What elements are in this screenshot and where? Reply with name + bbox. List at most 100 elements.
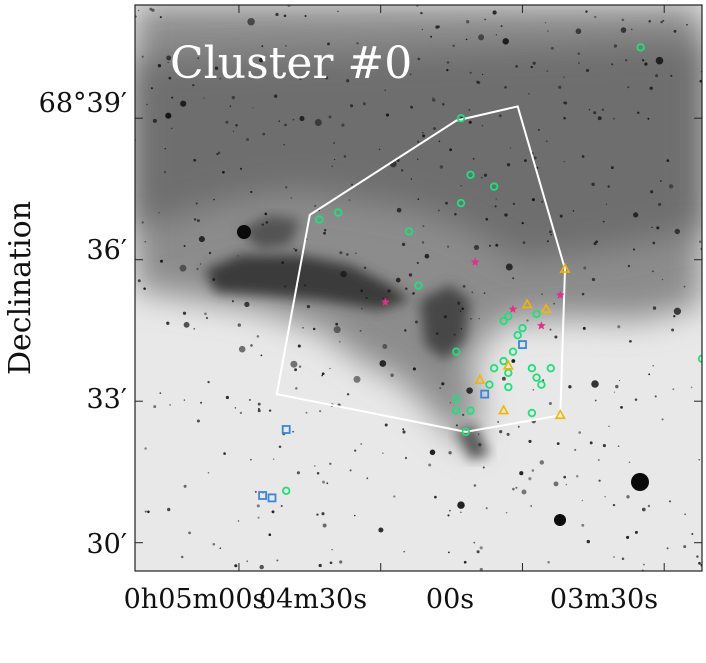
background-star [345, 252, 349, 257]
background-star [321, 512, 325, 516]
background-star [670, 74, 673, 78]
cluster-hull [275, 105, 567, 433]
background-star [353, 375, 361, 383]
background-star [620, 406, 623, 409]
background-star [278, 445, 282, 448]
background-star [581, 292, 585, 296]
background-star [632, 248, 636, 251]
member-star [537, 321, 546, 330]
background-star [235, 124, 238, 127]
background-star [588, 109, 591, 111]
background-star [294, 368, 298, 372]
background-star [613, 117, 615, 120]
bright-star [554, 514, 566, 526]
background-star [326, 482, 329, 485]
background-star [328, 115, 332, 119]
background-star [504, 213, 508, 217]
background-star [485, 217, 489, 221]
background-star [666, 547, 669, 550]
background-star [340, 270, 347, 278]
background-star [198, 236, 205, 243]
background-star [208, 251, 212, 255]
background-star [403, 550, 406, 553]
background-star [546, 70, 549, 73]
background-star [339, 251, 343, 255]
background-star [349, 469, 352, 472]
background-star [401, 242, 406, 247]
background-star [461, 307, 464, 311]
background-star [617, 445, 620, 448]
background-star [382, 344, 388, 349]
background-star [292, 430, 294, 433]
background-star [284, 123, 287, 127]
background-star [497, 421, 499, 423]
background-star [294, 248, 298, 252]
background-star [542, 379, 545, 381]
background-star [171, 96, 174, 99]
background-star [217, 151, 221, 155]
background-star [265, 221, 269, 224]
member-circle [282, 486, 291, 495]
background-star [355, 252, 357, 254]
background-star [505, 511, 508, 514]
background-star [495, 198, 497, 200]
background-star [239, 167, 243, 170]
background-star [424, 253, 430, 259]
background-star [615, 384, 619, 389]
background-star [691, 532, 694, 536]
background-star [402, 430, 406, 434]
background-star [613, 391, 616, 393]
member-triangle [474, 373, 486, 384]
background-star [239, 411, 243, 415]
background-star [404, 456, 408, 460]
axis-ticks [135, 5, 702, 571]
background-star [323, 231, 326, 235]
background-star [146, 103, 148, 106]
background-star [179, 264, 187, 272]
background-star [410, 105, 414, 109]
background-star [634, 398, 638, 401]
background-star [408, 273, 413, 277]
background-star [506, 163, 511, 167]
background-star [159, 392, 162, 394]
background-star [656, 226, 660, 230]
background-star [637, 111, 640, 114]
background-star [261, 45, 264, 47]
background-star [449, 509, 451, 512]
member-triangle [540, 303, 552, 314]
background-star [325, 76, 329, 80]
background-star [532, 61, 536, 65]
background-star [295, 387, 298, 390]
member-circle [527, 364, 537, 373]
member-star [555, 290, 565, 299]
background-star [382, 297, 384, 300]
background-star [409, 73, 412, 76]
background-star [209, 74, 213, 77]
background-star [299, 116, 305, 122]
background-star [453, 333, 456, 336]
background-star [577, 52, 581, 55]
background-star [363, 266, 367, 269]
background-star [642, 59, 645, 62]
background-star [594, 399, 597, 402]
background-star [337, 10, 339, 13]
background-star [539, 460, 545, 465]
background-star [152, 118, 157, 123]
background-star [593, 242, 597, 246]
background-star [339, 340, 341, 343]
background-star [597, 116, 602, 121]
background-star [351, 183, 353, 186]
background-star [402, 428, 405, 431]
background-star [188, 531, 191, 535]
background-star [466, 387, 473, 394]
background-star [256, 504, 260, 508]
background-star [281, 261, 284, 264]
background-star [476, 550, 480, 554]
background-star [329, 367, 331, 370]
background-star [478, 443, 482, 447]
background-star [322, 480, 325, 484]
background-star [323, 229, 327, 232]
background-star [247, 17, 255, 26]
background-star [652, 241, 656, 245]
background-star [449, 401, 451, 404]
